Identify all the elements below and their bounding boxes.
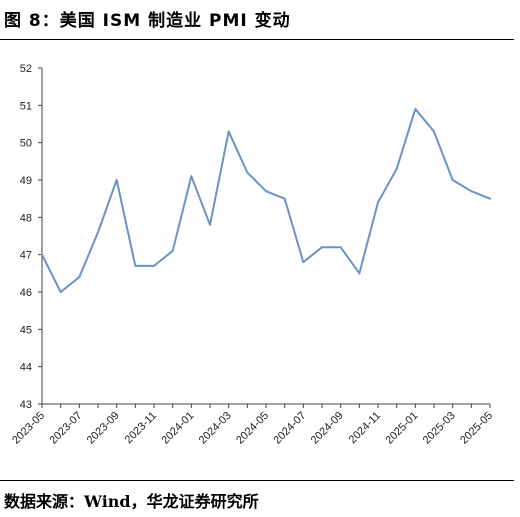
x-tick-label: 2025-03 (421, 410, 458, 447)
y-tick-label: 43 (20, 399, 32, 411)
data-point (134, 264, 137, 267)
series-layer (41, 108, 491, 293)
x-tick-label: 2023-09 (85, 410, 122, 447)
x-tick-label: 2023-11 (123, 410, 159, 446)
data-point (190, 175, 193, 178)
data-point (377, 201, 379, 204)
data-point (321, 246, 323, 249)
data-point (153, 264, 155, 267)
x-axis: 2023-05 2023-07 2023-09 2023-11 2024-01 2024-… (10, 403, 495, 447)
data-point (265, 190, 267, 193)
x-tick-label: 2025-01 (383, 410, 420, 447)
data-point (97, 231, 99, 234)
data-point (358, 272, 361, 275)
data-point (339, 246, 342, 249)
x-tick-label: 2024-09 (309, 410, 346, 447)
y-tick-label: 49 (20, 175, 32, 187)
data-point (78, 276, 81, 279)
x-tick-label: 2023-05 (10, 410, 47, 447)
data-point (433, 130, 435, 133)
data-point (246, 171, 249, 174)
y-tick-label: 51 (20, 100, 32, 112)
y-tick-label: 47 (20, 250, 32, 262)
y-axis: 43 44 45 46 47 48 49 50 51 52 (20, 63, 43, 411)
data-point (59, 291, 62, 293)
data-point (470, 190, 473, 193)
data-point (171, 249, 174, 252)
y-tick-label: 50 (20, 138, 32, 150)
x-tick-label: 2024-01 (159, 410, 196, 447)
x-tick-label: 2023-07 (47, 410, 84, 447)
data-point (451, 179, 454, 181)
data-point (283, 197, 286, 200)
title-divider (0, 39, 514, 40)
data-point (115, 179, 118, 181)
data-point (41, 253, 43, 256)
x-tick-label: 2024-05 (234, 410, 271, 447)
series-line (41, 108, 491, 293)
data-point (489, 197, 491, 200)
y-tick-label: 48 (20, 212, 32, 224)
y-tick-label: 46 (20, 287, 32, 299)
x-tick-label: 2024-03 (197, 410, 234, 447)
data-point (227, 130, 230, 133)
footer-divider (0, 480, 514, 481)
x-tick-label: 2025-05 (458, 410, 495, 447)
data-point (395, 167, 398, 170)
data-point (414, 108, 417, 111)
data-point (302, 261, 305, 264)
x-tick-label: 2024-11 (347, 410, 383, 446)
data-point (209, 223, 211, 226)
source-note: 数据来源：Wind，华龙证券研究所 (4, 492, 259, 511)
x-tick-label: 2024-07 (271, 410, 308, 447)
y-tick-label: 44 (20, 362, 32, 374)
y-tick-label: 45 (20, 324, 32, 336)
figure-title: 图 8：美国 ISM 制造业 PMI 变动 (4, 11, 291, 31)
y-tick-label: 52 (20, 63, 32, 75)
